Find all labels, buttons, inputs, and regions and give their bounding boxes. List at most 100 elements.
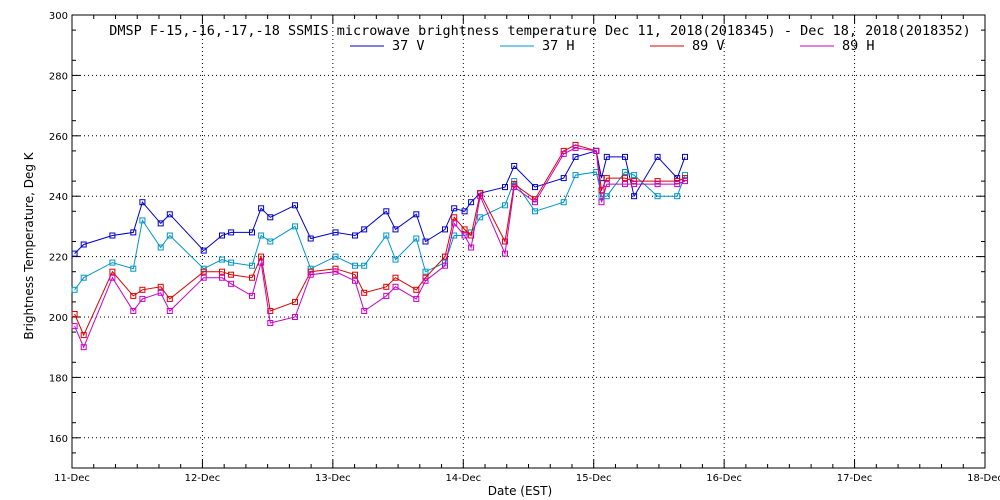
data-point-37-h xyxy=(139,217,146,224)
series-line-37-h xyxy=(74,171,686,291)
y-axis-title: Brightness Temperature, Deg K xyxy=(22,151,36,339)
data-point-89-h xyxy=(332,268,339,275)
data-point-89-h xyxy=(682,178,688,185)
data-point-37-v xyxy=(267,214,274,221)
series-37-h xyxy=(71,169,688,293)
y-tick-label: 160 xyxy=(49,434,68,445)
data-point-37-v xyxy=(622,153,628,160)
data-point-89-v xyxy=(502,238,508,245)
data-point-89-v xyxy=(292,298,298,305)
data-point-37-h xyxy=(560,199,567,206)
series-89-v xyxy=(71,141,688,339)
data-point-89-h xyxy=(511,184,518,191)
data-point-37-v xyxy=(71,250,78,257)
data-point-37-h xyxy=(332,253,339,260)
data-point-89-h xyxy=(130,308,137,314)
data-point-89-v xyxy=(166,295,173,302)
data-point-37-h xyxy=(267,238,274,245)
data-point-37-h xyxy=(219,256,225,263)
data-point-37-v xyxy=(219,232,225,239)
data-point-37-h xyxy=(166,232,173,239)
data-point-37-v xyxy=(200,247,207,254)
data-point-37-v xyxy=(157,220,164,227)
data-point-37-v xyxy=(422,238,429,245)
data-point-37-h xyxy=(622,169,628,175)
data-point-89-h xyxy=(572,144,579,151)
x-tick-label: 11-Dec xyxy=(54,473,90,484)
data-point-37-v xyxy=(451,205,458,212)
y-tick-label: 200 xyxy=(49,313,68,324)
data-point-89-v xyxy=(352,271,358,278)
x-tick-label: 17-Dec xyxy=(837,473,873,484)
legend-label-89-v: 89 V xyxy=(692,38,725,54)
data-point-37-h xyxy=(603,193,610,200)
data-point-37-v xyxy=(413,211,420,218)
data-point-89-h xyxy=(560,150,567,157)
data-point-89-h xyxy=(392,283,399,290)
data-point-89-v xyxy=(258,253,265,260)
data-point-37-h xyxy=(352,262,358,269)
data-point-37-h xyxy=(674,193,681,200)
series-89-h xyxy=(71,144,688,351)
data-point-37-v xyxy=(307,235,314,242)
data-point-37-v xyxy=(383,208,390,215)
x-tick-label: 12-Dec xyxy=(185,473,221,484)
data-point-37-v xyxy=(572,153,579,160)
data-point-89-v xyxy=(451,214,458,221)
y-tick-label: 180 xyxy=(49,373,68,384)
legend-label-37-v: 37 V xyxy=(392,38,425,54)
data-point-37-v xyxy=(560,175,567,182)
chart-title: DMSP F-15,-16,-17,-18 SSMIS microwave br… xyxy=(109,23,971,39)
data-point-89-v xyxy=(598,187,605,194)
x-tick-label: 16-Dec xyxy=(706,473,742,484)
data-series xyxy=(71,141,688,351)
grid-lines xyxy=(72,15,985,468)
data-point-89-v xyxy=(249,274,255,281)
data-point-37-v xyxy=(461,208,468,215)
data-point-89-v xyxy=(361,289,368,296)
data-point-89-h xyxy=(200,274,207,281)
data-point-89-h xyxy=(451,220,458,227)
data-point-37-h xyxy=(477,214,484,221)
data-point-37-h xyxy=(249,262,255,269)
data-point-37-v xyxy=(109,232,116,239)
data-point-89-h xyxy=(468,244,475,251)
data-point-89-v xyxy=(80,332,87,339)
data-point-37-h xyxy=(654,193,661,200)
data-point-37-v xyxy=(502,184,508,191)
data-point-89-h xyxy=(219,274,225,281)
legend-label-37-h: 37 H xyxy=(542,38,575,54)
data-point-37-v xyxy=(361,226,368,233)
data-point-37-h xyxy=(130,265,137,272)
data-point-37-v xyxy=(130,229,137,236)
data-point-37-v xyxy=(682,153,688,160)
x-axis-title: Date (EST) xyxy=(488,484,552,498)
data-point-89-v xyxy=(139,286,146,293)
data-point-89-h xyxy=(622,181,628,188)
y-tick-label: 220 xyxy=(49,253,68,264)
data-point-89-h xyxy=(383,292,390,299)
series-line-89-v xyxy=(74,144,686,337)
plot-frame xyxy=(71,14,986,469)
data-point-37-h xyxy=(532,208,538,215)
data-point-89-v xyxy=(622,175,628,182)
data-point-37-h xyxy=(392,256,399,263)
data-point-37-h xyxy=(109,259,116,266)
y-tick-label: 260 xyxy=(49,132,68,143)
legend: 37 V 37 H 89 V 89 H xyxy=(350,38,875,54)
data-point-37-h xyxy=(631,172,638,179)
data-point-37-v xyxy=(80,241,87,248)
data-point-89-v xyxy=(130,292,137,299)
data-point-89-v xyxy=(71,311,78,317)
data-point-37-v xyxy=(249,229,255,236)
data-point-89-v xyxy=(267,308,274,314)
data-point-89-h xyxy=(157,289,164,296)
data-point-89-h xyxy=(307,271,314,278)
data-point-89-h xyxy=(80,344,87,351)
data-point-37-h xyxy=(572,172,579,179)
x-tick-label: 18-Dec xyxy=(967,473,1000,484)
data-point-37-v xyxy=(139,199,146,206)
data-point-89-v xyxy=(413,286,420,293)
data-point-37-v xyxy=(392,226,399,233)
data-point-89-h xyxy=(532,199,538,206)
